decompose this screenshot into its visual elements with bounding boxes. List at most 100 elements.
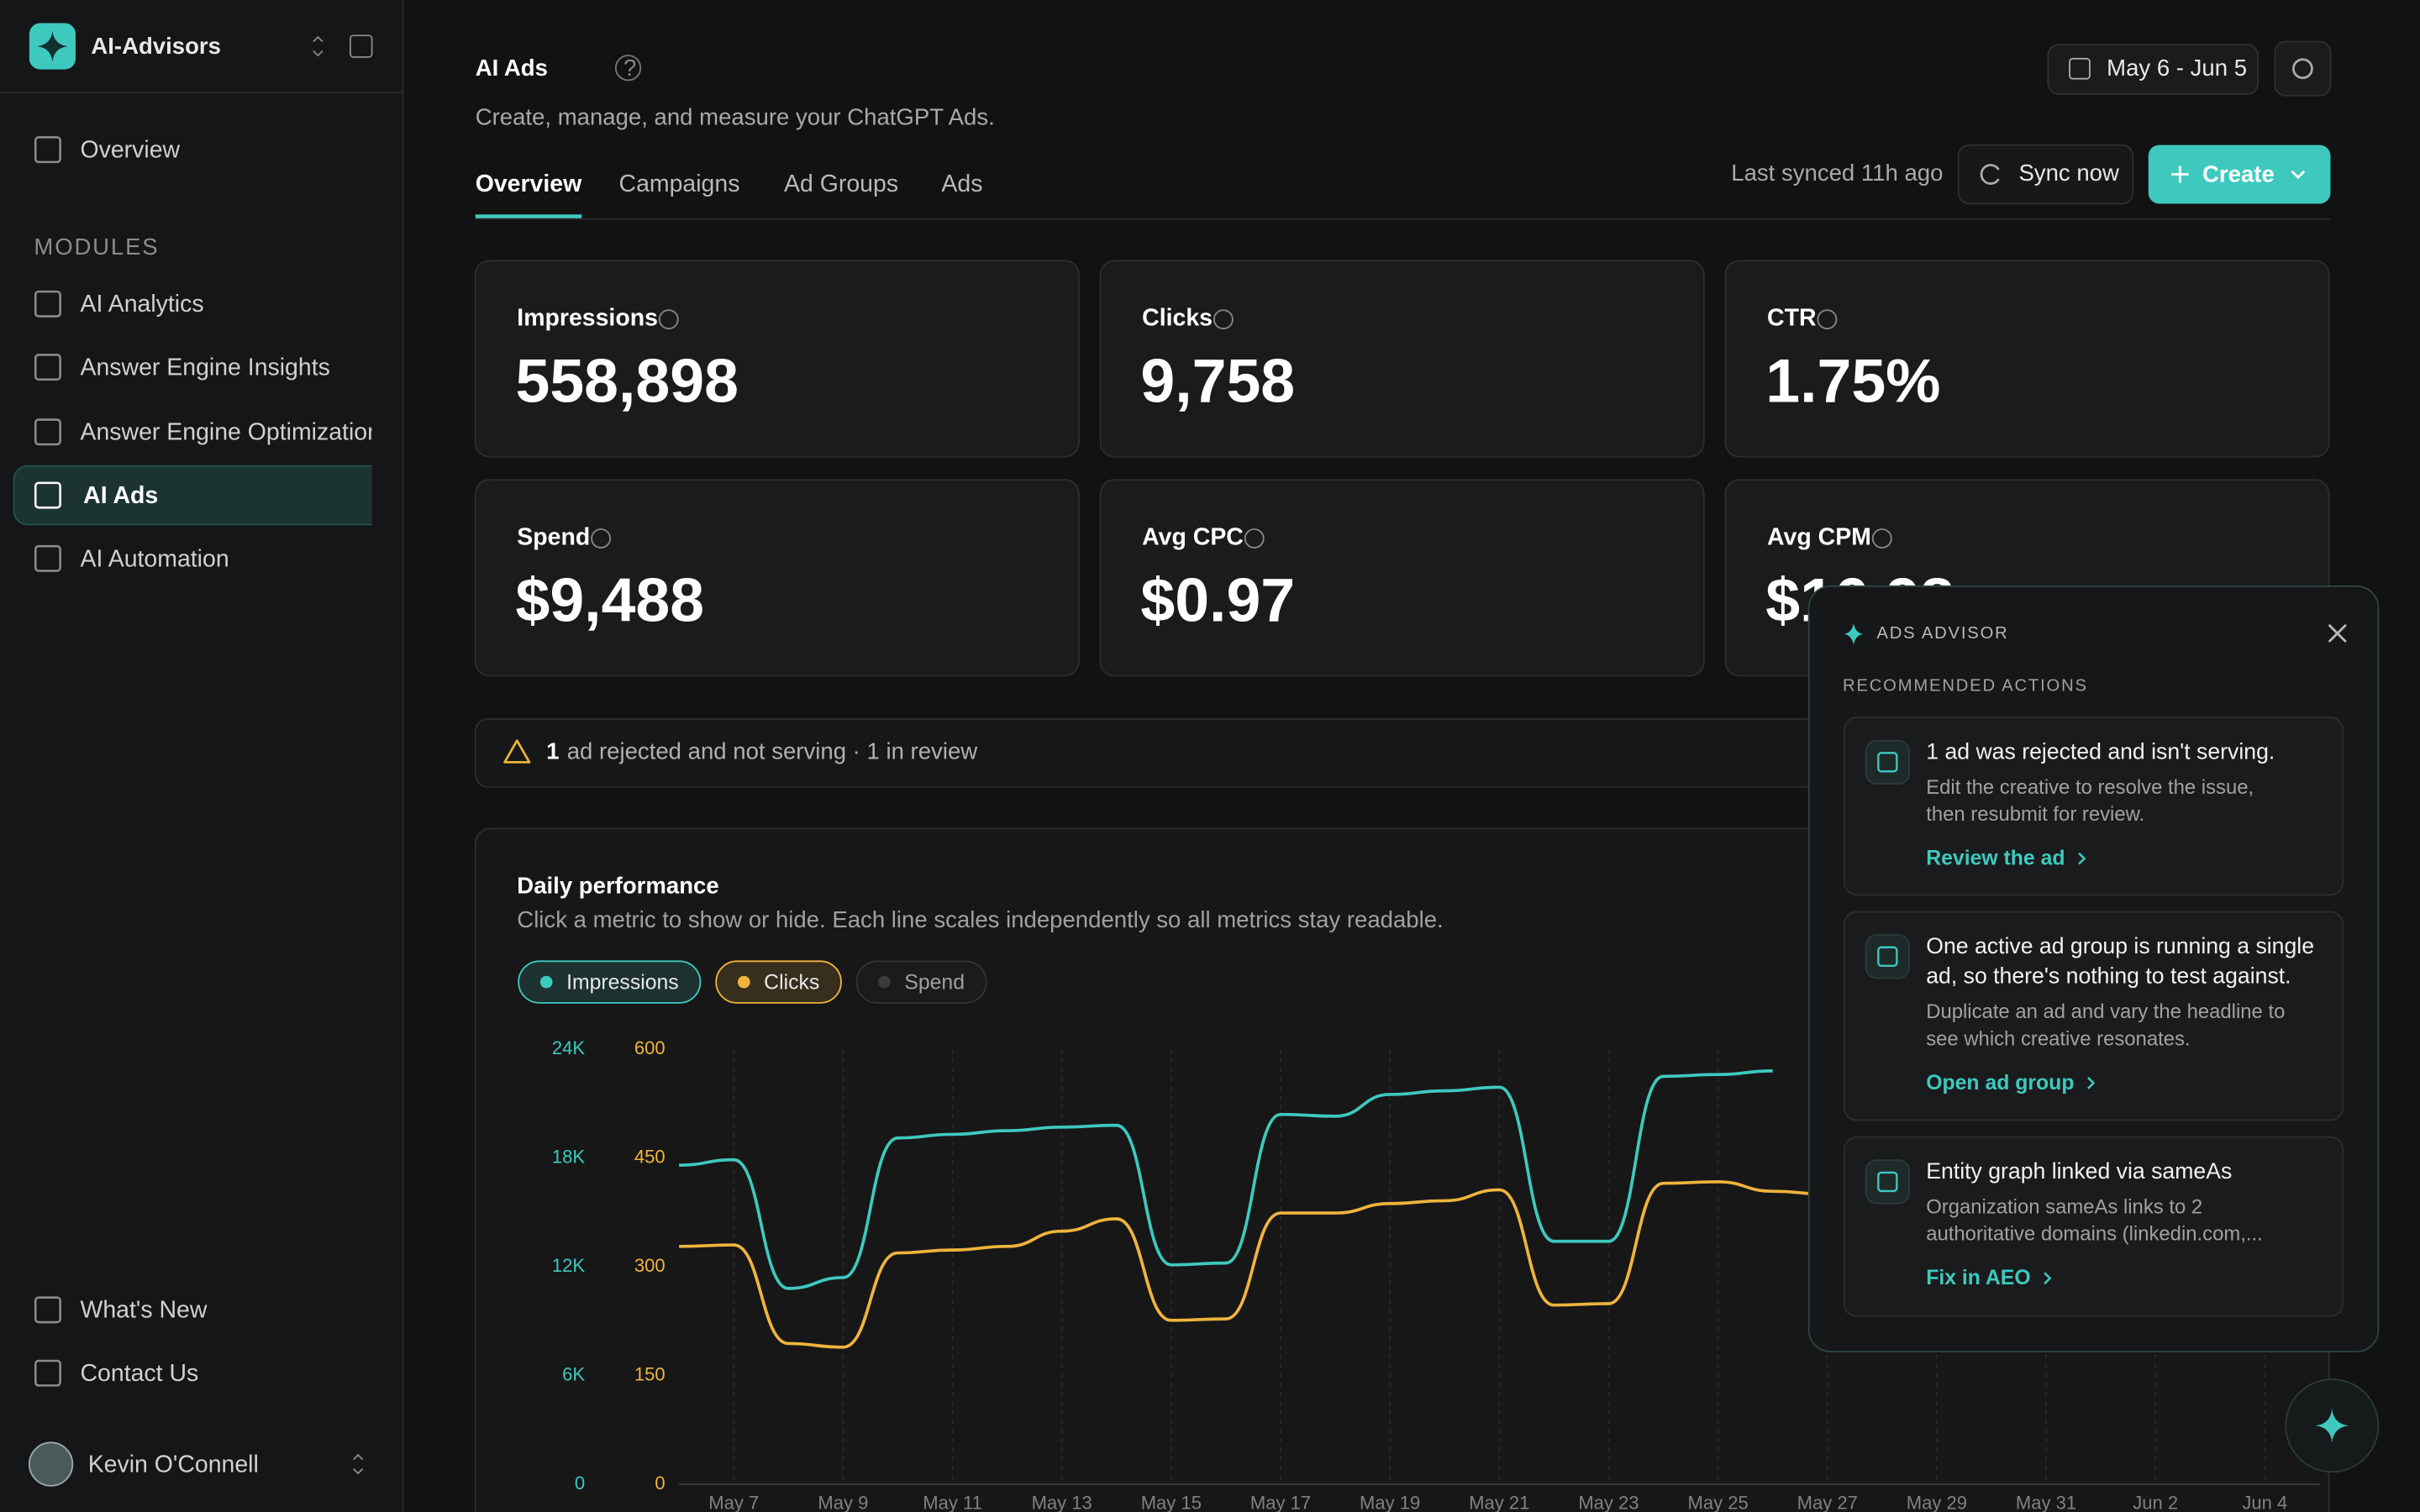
x-tick-label: Jun 2 (2133, 1493, 2178, 1512)
settings-button[interactable] (2274, 40, 2332, 97)
action-icon (1865, 934, 1910, 979)
tabs: Overview Campaigns Ad Groups Ads (475, 171, 982, 218)
nav-item[interactable]: What's New (81, 1297, 208, 1324)
section-label: MODULES (34, 234, 159, 260)
kpi-label: Clicks (1142, 305, 1213, 332)
fab-star (2315, 1408, 2349, 1443)
x-tick-label: May 13 (1032, 1493, 1092, 1512)
y2-tick-label: 450 (634, 1146, 666, 1167)
help-icon[interactable] (614, 55, 642, 81)
legend-chip[interactable]: Impressions (518, 960, 702, 1004)
tab[interactable]: Ad Groups (784, 171, 898, 197)
chevron (2291, 170, 2306, 180)
brand[interactable]: AI-Advisors (91, 33, 221, 59)
action-link[interactable]: Open ad group (1926, 1072, 2074, 1095)
legend-chip[interactable]: Clicks (715, 960, 842, 1004)
kpi-card (1099, 260, 1705, 458)
nav-icon (34, 1296, 61, 1324)
info-icon[interactable] (1213, 309, 1234, 330)
legend-label: Impressions (566, 971, 679, 994)
legend-label: Clicks (764, 971, 819, 994)
sync-label: Sync now (2018, 160, 2119, 186)
close-icon[interactable] (2328, 623, 2347, 643)
nav-item[interactable]: AI Ads (83, 482, 158, 509)
nav-icon (34, 418, 61, 446)
action-link[interactable]: Fix in AEO (1926, 1267, 2030, 1289)
section-label: RECOMMENDED ACTIONS (1843, 677, 2088, 696)
chip-bg (518, 960, 702, 1004)
nav-item[interactable]: AI Analytics (81, 291, 204, 318)
date-button[interactable] (2047, 44, 2260, 95)
action-description: Edit the creative to resolve the issue, (1926, 776, 2254, 799)
info-icon[interactable] (1817, 309, 1838, 330)
nav-item[interactable]: AI Automation (81, 545, 229, 572)
user-switch[interactable] (352, 1453, 364, 1475)
plus-icon (2171, 165, 2189, 183)
kpi-value: 558,898 (515, 346, 739, 416)
avatar[interactable] (28, 1441, 74, 1487)
chip-bg (715, 960, 842, 1004)
x-tick-label: May 17 (1250, 1493, 1311, 1512)
chip-bg (855, 960, 987, 1004)
tab[interactable]: Overview (476, 171, 582, 197)
x-tick-label: Jun 4 (2242, 1493, 2287, 1512)
calendar-icon (2069, 57, 2091, 80)
nav-item[interactable]: Contact Us (81, 1360, 199, 1387)
series-line (679, 1180, 1828, 1349)
info-icon[interactable] (1244, 528, 1265, 549)
page-title: AI Ads (476, 55, 548, 81)
x-tick-label: May 23 (1578, 1493, 1639, 1512)
alert-count: 1 (546, 738, 559, 764)
chip-dot (539, 975, 553, 989)
action-card (1843, 1136, 2344, 1317)
nav-item[interactable]: Answer Engine Optimization (81, 419, 381, 446)
collapse-icon[interactable] (350, 34, 373, 58)
nav-icon (34, 290, 61, 318)
action-glyph (1877, 1171, 1898, 1193)
y-tick-label: 18K (552, 1146, 586, 1167)
user-name[interactable]: Kevin O'Connell (88, 1451, 259, 1478)
kpi-card (474, 479, 1080, 677)
alert-text: 1 ad rejected and not serving · 1 in revi… (546, 738, 977, 764)
x-tick-label: May 25 (1687, 1493, 1748, 1512)
y-tick-label: 6K (562, 1363, 585, 1384)
action-link[interactable]: Review the ad (1926, 848, 2065, 870)
x-tick-label: May 31 (2016, 1493, 2076, 1512)
advisor-panel: ADS ADVISOR RECOMMENDED ACTIONS 1 ad was r… (1807, 585, 2380, 1352)
kpi-label: Avg CPC (1142, 524, 1244, 551)
y2-tick-label: 150 (634, 1363, 666, 1384)
action-icon (1865, 739, 1910, 785)
y2-tick-label: 300 (634, 1255, 666, 1276)
settings-icon (2292, 58, 2313, 80)
kpi-card (1724, 260, 2330, 458)
info-icon[interactable] (658, 309, 679, 330)
chart-title: Daily performance (517, 872, 718, 898)
help-glyph: ? (623, 55, 636, 81)
nav-icon (34, 544, 61, 572)
tab[interactable]: Campaigns (619, 171, 740, 197)
action-description: Organization sameAs links to 2 (1926, 1195, 2202, 1218)
sync-button[interactable] (1957, 144, 2134, 205)
info-icon[interactable] (1871, 528, 1892, 549)
link-chevron (2044, 1272, 2052, 1285)
info-icon[interactable] (591, 528, 612, 549)
tab[interactable]: Ads (941, 171, 982, 197)
kpi-label: Avg CPM (1767, 524, 1871, 551)
legend-chip[interactable]: Spend (855, 960, 987, 1004)
logo-star (37, 30, 68, 62)
create-button[interactable] (2148, 144, 2331, 204)
chart: Impressions Clicks Spend May 7 May 9 May 11 Ma… (518, 960, 2320, 1512)
action-title: ad, so there's nothing to test against. (1926, 963, 2291, 989)
nav-item[interactable]: Overview (81, 137, 181, 164)
nav-icon (34, 136, 61, 164)
link-chevron (2087, 1077, 2096, 1089)
x-tick-label: May 9 (818, 1493, 868, 1512)
nav-active (13, 465, 372, 526)
alert-message: ad rejected and not serving · 1 in revie… (567, 738, 978, 764)
action-title: One active ad group is running a single (1926, 933, 2314, 958)
nav-item[interactable]: Answer Engine Insights (81, 354, 330, 381)
switcher-icon[interactable] (313, 35, 324, 57)
y-tick-label: 0 (575, 1473, 585, 1494)
chart-subtitle: Click a metric to show or hide. Each lin… (517, 906, 1443, 932)
